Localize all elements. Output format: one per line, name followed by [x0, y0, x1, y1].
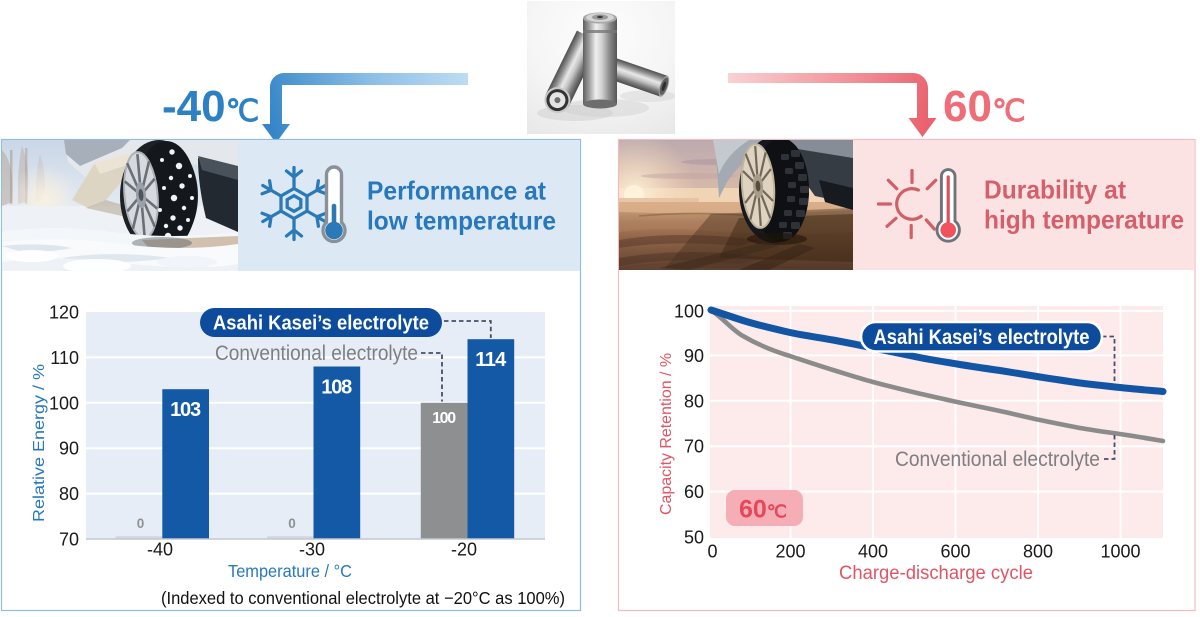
svg-text:80: 80: [59, 484, 79, 504]
svg-text:Temperature / °C: Temperature / °C: [228, 561, 352, 581]
svg-text:100: 100: [49, 393, 79, 413]
svg-text:Durability at: Durability at: [984, 175, 1126, 205]
svg-text:Conventional electrolyte: Conventional electrolyte: [895, 448, 1100, 471]
svg-text:0: 0: [707, 542, 717, 562]
svg-text:400: 400: [858, 542, 888, 562]
svg-text:-30: -30: [299, 540, 325, 560]
svg-text:50: 50: [684, 528, 704, 548]
svg-text:800: 800: [1023, 542, 1053, 562]
svg-text:(Indexed to conventional elect: (Indexed to conventional electrolyte at …: [161, 588, 565, 608]
svg-text:200: 200: [775, 542, 805, 562]
svg-text:100: 100: [674, 302, 704, 322]
svg-text:80: 80: [684, 391, 704, 411]
svg-text:1000: 1000: [1100, 542, 1140, 562]
svg-text:0: 0: [137, 516, 145, 531]
svg-text:0: 0: [288, 516, 296, 531]
svg-text:100: 100: [432, 410, 456, 427]
svg-text:600: 600: [940, 542, 970, 562]
svg-text:Performance at: Performance at: [367, 176, 546, 206]
svg-text:103: 103: [170, 399, 201, 421]
svg-text:Charge-discharge cycle: Charge-discharge cycle: [839, 563, 1033, 584]
svg-text:Conventional electrolyte: Conventional electrolyte: [215, 342, 418, 365]
svg-text:120: 120: [49, 303, 79, 323]
svg-text:90: 90: [59, 439, 79, 459]
svg-text:60℃: 60℃: [943, 82, 1026, 131]
svg-text:60: 60: [684, 482, 704, 502]
svg-text:high temperature: high temperature: [984, 205, 1184, 235]
svg-text:low temperature: low temperature: [367, 206, 556, 236]
svg-text:Capacity Retention / %: Capacity Retention / %: [658, 353, 675, 515]
svg-text:110: 110: [50, 348, 79, 368]
svg-text:Relative Energy / %: Relative Energy / %: [31, 364, 48, 522]
svg-text:-40℃: -40℃: [162, 82, 259, 131]
svg-text:114: 114: [475, 349, 507, 371]
svg-text:Asahi Kasei’s electrolyte: Asahi Kasei’s electrolyte: [213, 312, 429, 335]
svg-text:90: 90: [684, 346, 704, 366]
svg-text:108: 108: [321, 377, 352, 399]
svg-text:Asahi Kasei’s electrolyte: Asahi Kasei’s electrolyte: [874, 326, 1090, 349]
svg-text:70: 70: [59, 530, 79, 550]
svg-text:-40: -40: [147, 540, 173, 560]
svg-text:-20: -20: [451, 540, 477, 560]
svg-text:70: 70: [684, 437, 704, 457]
